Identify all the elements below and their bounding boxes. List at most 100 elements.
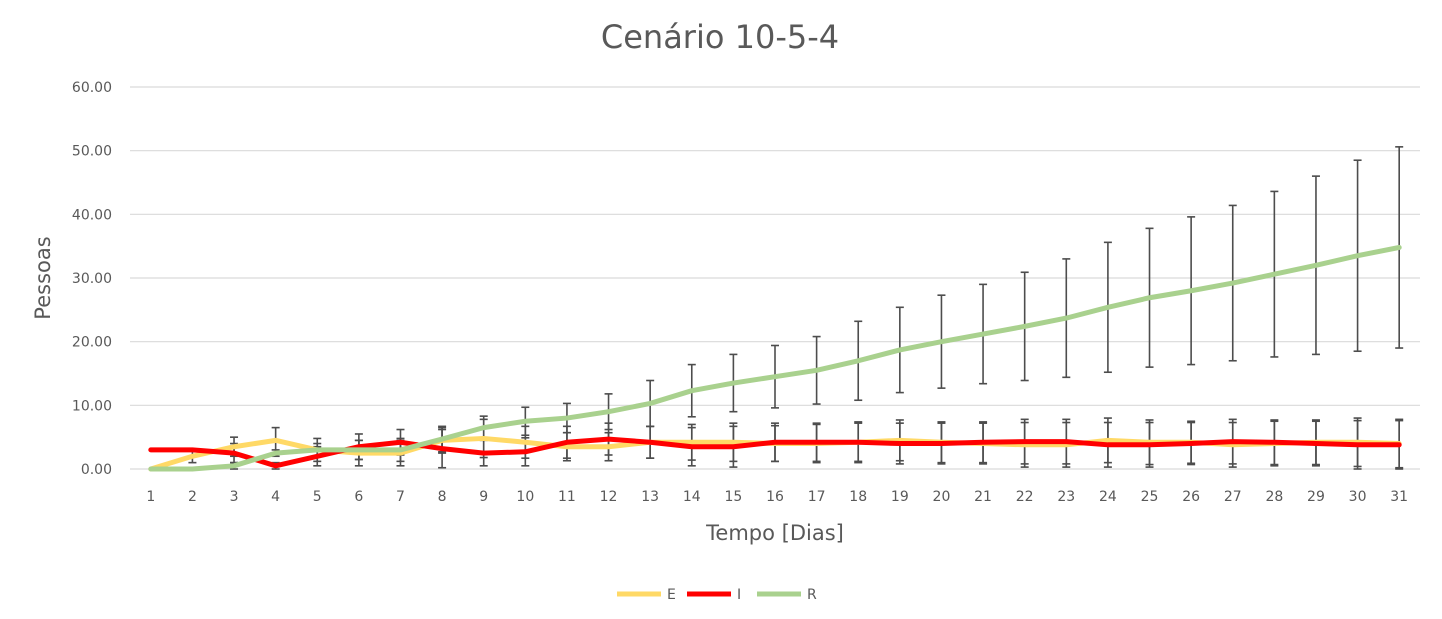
y-tick-label: 60.00: [72, 80, 112, 96]
x-tick-label: 29: [1307, 489, 1325, 505]
data-point-R: [399, 449, 401, 451]
x-tick-label: 13: [641, 489, 659, 505]
data-point-R: [1024, 325, 1026, 327]
data-point-R: [899, 349, 901, 351]
x-tick-label: 28: [1265, 489, 1283, 505]
data-point-I: [1190, 443, 1192, 445]
y-axis-ticks: 0.00 10.00 20.00 30.00 40.00 50.00 60.00: [72, 80, 112, 478]
x-tick-label: 24: [1099, 489, 1117, 505]
data-point-I: [982, 441, 984, 443]
x-tick-label: 8: [438, 489, 447, 505]
y-tick-label: 40.00: [72, 207, 112, 223]
x-axis-title: Tempo [Dias]: [705, 521, 844, 545]
data-point-I: [816, 441, 818, 443]
data-point-I: [1024, 441, 1026, 443]
data-point-I: [857, 441, 859, 443]
x-tick-label: 4: [271, 489, 280, 505]
data-point-R: [1357, 255, 1359, 257]
data-point-R: [1315, 264, 1317, 266]
data-point-I: [358, 446, 360, 448]
legend-item-R: R: [757, 587, 817, 603]
data-point-I: [483, 452, 485, 454]
data-point-R: [1273, 273, 1275, 275]
data-point-R: [566, 417, 568, 419]
x-tick-label: 7: [396, 489, 405, 505]
x-tick-label: 3: [230, 489, 239, 505]
data-point-I: [275, 465, 277, 467]
legend-item-E: E: [617, 587, 676, 603]
data-point-E: [608, 446, 610, 448]
chart-title: Cenário 10-5-4: [601, 18, 839, 56]
x-tick-label: 6: [354, 489, 363, 505]
data-point-R: [982, 333, 984, 335]
data-point-I: [1315, 443, 1317, 445]
data-point-I: [608, 438, 610, 440]
y-axis-title: Pessoas: [31, 236, 55, 319]
x-tick-label: 10: [516, 489, 534, 505]
data-point-R: [857, 360, 859, 362]
x-tick-label: 15: [724, 489, 742, 505]
x-tick-label: 18: [849, 489, 867, 505]
x-axis-ticks: 1 2 3 4 5 6 7 8 9 10 11 12 13 14 15 16 17 18 19 20 21 22 23 24 2…: [146, 489, 1408, 505]
legend-label: E: [667, 587, 676, 603]
data-point-I: [1107, 444, 1109, 446]
data-point-I: [191, 449, 193, 451]
gridlines: [130, 86, 1420, 470]
data-point-E: [399, 452, 401, 454]
x-tick-label: 27: [1224, 489, 1242, 505]
data-point-E: [191, 455, 193, 457]
y-tick-label: 20.00: [72, 335, 112, 351]
data-point-I: [1065, 441, 1067, 443]
y-tick-label: 50.00: [72, 144, 112, 160]
data-point-E: [524, 441, 526, 443]
data-point-I: [233, 452, 235, 454]
y-tick-label: 10.00: [72, 398, 112, 414]
data-point-E: [691, 441, 693, 443]
data-point-I: [1357, 444, 1359, 446]
data-point-I: [150, 449, 152, 451]
error-bars: [188, 146, 1404, 470]
x-tick-label: 26: [1182, 489, 1200, 505]
data-point-R: [774, 376, 776, 378]
data-point-R: [191, 468, 193, 470]
data-point-R: [1107, 306, 1109, 308]
data-point-I: [1232, 441, 1234, 443]
legend-label: R: [807, 587, 817, 603]
x-tick-label: 19: [891, 489, 909, 505]
x-tick-label: 22: [1016, 489, 1034, 505]
data-point-R: [816, 369, 818, 371]
data-point-R: [316, 449, 318, 451]
data-point-R: [691, 390, 693, 392]
data-point-I: [441, 448, 443, 450]
data-point-R: [150, 468, 152, 470]
x-tick-label: 25: [1141, 489, 1159, 505]
data-point-R: [233, 465, 235, 467]
x-tick-label: 14: [683, 489, 701, 505]
x-tick-label: 23: [1057, 489, 1075, 505]
y-tick-label: 0.00: [81, 462, 112, 478]
data-point-I: [940, 443, 942, 445]
data-point-R: [1149, 297, 1151, 299]
data-point-R: [940, 341, 942, 343]
data-point-I: [899, 443, 901, 445]
data-point-R: [441, 438, 443, 440]
data-point-R: [483, 427, 485, 429]
legend-item-I: I: [687, 587, 741, 603]
data-point-E: [275, 439, 277, 441]
data-point-I: [1273, 441, 1275, 443]
data-point-I: [1149, 444, 1151, 446]
x-tick-label: 30: [1349, 489, 1367, 505]
series-lines: [148, 244, 1402, 472]
data-point-I: [566, 441, 568, 443]
data-point-I: [774, 441, 776, 443]
data-point-E: [233, 446, 235, 448]
data-point-R: [649, 402, 651, 404]
x-tick-label: 31: [1390, 489, 1408, 505]
x-tick-label: 17: [808, 489, 826, 505]
data-point-R: [732, 382, 734, 384]
data-point-E: [483, 437, 485, 439]
data-point-R: [1065, 317, 1067, 319]
x-tick-label: 11: [558, 489, 576, 505]
legend-label: I: [737, 587, 741, 603]
